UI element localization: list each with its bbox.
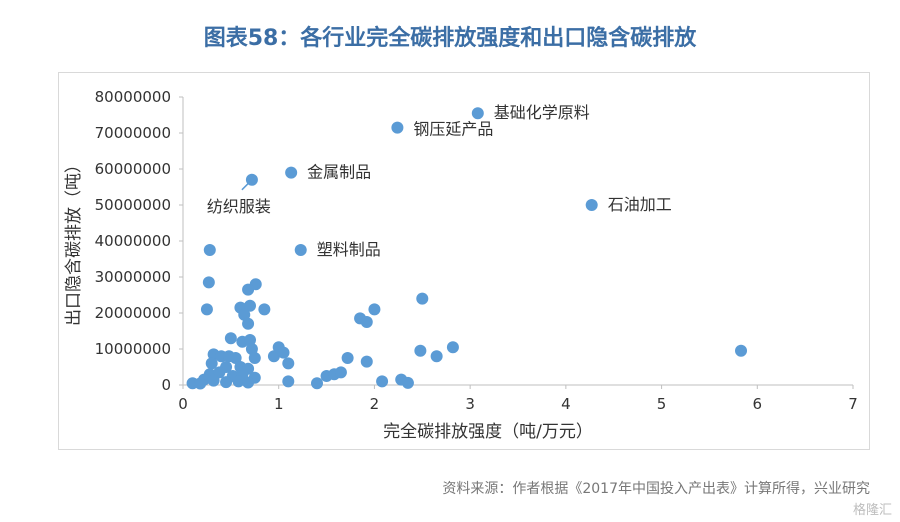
data-point (416, 292, 429, 305)
x-tick-label: 1 (274, 395, 284, 413)
data-point (220, 376, 233, 389)
y-tick-label: 30000000 (95, 268, 171, 286)
data-point (202, 276, 215, 289)
data-label: 塑料制品 (317, 240, 381, 259)
y-axis-label: 出口隐含碳排放（吨） (64, 156, 84, 326)
x-tick-label: 6 (753, 395, 763, 413)
data-point (277, 346, 290, 359)
data-point (248, 352, 261, 364)
data-point (203, 244, 216, 256)
x-tick-label: 7 (848, 395, 858, 413)
data-point (294, 244, 307, 256)
data-point (229, 352, 242, 364)
data-point (282, 357, 295, 370)
data-point (360, 316, 373, 328)
watermark-logo: 格隆汇 (852, 503, 892, 518)
data-point (391, 121, 404, 134)
data-label: 金属制品 (307, 163, 371, 182)
y-tick-label: 60000000 (95, 160, 171, 178)
data-point (430, 350, 443, 363)
data-point (194, 377, 207, 390)
data-point (585, 199, 598, 211)
data-point (334, 366, 347, 379)
data-label: 钢压延产品 (413, 120, 493, 139)
source-note: 资料来源：作者根据《2017年中国投入产出表》计算所得，兴业研究 (442, 481, 870, 497)
chart-title: 图表58：各行业完全碳排放强度和出口隐含碳排放 (203, 26, 697, 51)
data-point (414, 344, 427, 357)
data-point (224, 332, 237, 345)
data-point (242, 376, 255, 389)
data-point (341, 352, 354, 364)
chart-area: 0 10000000 20000000 30000000 40000000 5000000… (58, 72, 870, 450)
data-point (735, 344, 748, 357)
x-axis-label: 完全碳排放强度（吨/万元） (383, 422, 593, 442)
data-point (258, 303, 271, 316)
data-point (242, 317, 255, 330)
data-point (267, 350, 280, 363)
y-tick-label: 40000000 (95, 232, 171, 250)
data-point (446, 341, 459, 354)
data-point (368, 303, 381, 316)
data-point (205, 357, 218, 370)
data-label: 基础化学原料 (494, 103, 590, 122)
data-point (376, 375, 389, 388)
data-point (238, 308, 251, 321)
data-point (242, 283, 255, 296)
data-point (207, 374, 220, 387)
data-point (244, 299, 256, 312)
y-tick-label: 50000000 (95, 196, 171, 214)
data-point (471, 107, 484, 120)
y-tick-label: 0 (161, 376, 171, 394)
data-label: 纺织服装 (207, 197, 271, 216)
data-point (232, 375, 245, 388)
data-label: 石油加工 (608, 195, 672, 214)
y-tick-label: 10000000 (95, 340, 171, 358)
y-tick-label: 80000000 (95, 88, 171, 106)
y-tick-label: 70000000 (95, 124, 171, 142)
x-tick-label: 4 (561, 395, 571, 413)
data-point (282, 375, 295, 388)
annotation-leader-line (241, 183, 249, 191)
x-tick-label: 0 (178, 395, 188, 413)
data-point (311, 377, 323, 390)
data-point (245, 173, 258, 186)
x-tick-label: 5 (657, 395, 667, 413)
data-point (285, 166, 298, 179)
x-tick-label: 2 (370, 395, 380, 413)
x-tick-label: 3 (465, 395, 475, 413)
data-point (200, 303, 213, 316)
data-point (245, 343, 258, 355)
data-point (401, 376, 414, 389)
data-point (244, 334, 256, 346)
data-point (360, 355, 373, 368)
y-tick-label: 20000000 (95, 304, 171, 322)
scatter-chart: 0 10000000 20000000 30000000 40000000 5000000… (64, 88, 858, 442)
